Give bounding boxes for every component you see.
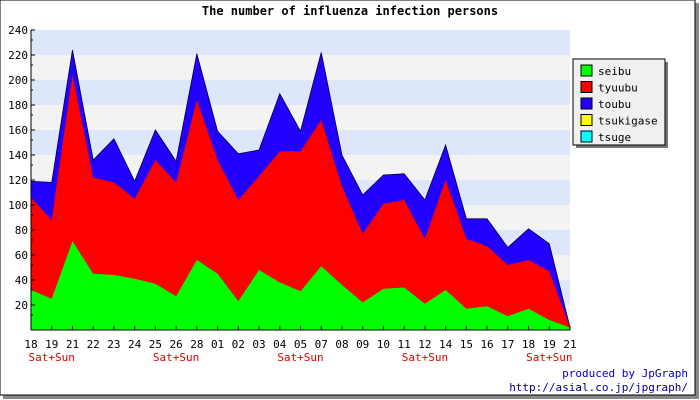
y-tick-label: 140 — [8, 149, 28, 162]
x-tick-label: 10 — [377, 338, 390, 351]
y-axis-ticks: 20 40 60 80 100 120 140 160 180 200 220 240 — [8, 24, 35, 316]
grid-band — [31, 105, 570, 130]
x-tick-label: 15 — [460, 338, 473, 351]
x-tick-label: 19 — [543, 338, 556, 351]
legend-swatch-tsuge — [580, 130, 593, 143]
grid-band — [31, 80, 570, 105]
legend-swatch-tyuubu — [580, 81, 593, 93]
legend-swatch-toubu — [580, 97, 593, 110]
x-tick-label: 16 — [480, 338, 493, 351]
legend-label-toubu: toubu — [598, 98, 631, 111]
x-tick-label: 08 — [335, 338, 348, 351]
x-tick-label: 12 — [418, 338, 431, 351]
weekend-label: Sat+Sun — [29, 351, 75, 364]
y-tick-label: 220 — [8, 49, 28, 62]
legend-label-seibu: seibu — [598, 65, 631, 78]
area-outline — [30, 49, 571, 328]
x-tick-label: 18 — [24, 338, 37, 351]
x-tick-label: 26 — [169, 338, 182, 351]
plot-areas — [30, 49, 571, 330]
x-tick-label: 25 — [149, 338, 162, 351]
y-tick-label: 120 — [8, 174, 28, 187]
area-tyuubu — [31, 75, 570, 330]
x-tick-label: 21 — [66, 338, 79, 351]
legend-label-tyuubu: tyuubu — [598, 82, 638, 95]
legend: seibu tyuubu toubu tsukigase tsuge — [572, 58, 668, 148]
legend-label-tsuge: tsuge — [598, 131, 631, 144]
weekend-label: Sat+Sun — [277, 351, 323, 364]
x-tick-label: 07 — [315, 338, 328, 351]
x-tick-label: 19 — [45, 338, 58, 351]
x-tick-label: 03 — [252, 338, 265, 351]
jpgraph-url-link[interactable]: http://asial.co.jp/jpgraph/ — [509, 381, 688, 394]
grid-band — [31, 30, 570, 55]
y-tick-label: 100 — [8, 199, 28, 212]
x-tick-label: 28 — [190, 338, 203, 351]
y-tick-label: 60 — [15, 249, 28, 262]
weekend-label: Sat+Sun — [402, 351, 448, 364]
legend-label-tsukigase: tsukigase — [598, 115, 658, 128]
x-tick-label: 04 — [273, 338, 287, 351]
x-tick-label: 24 — [128, 338, 142, 351]
x-tick-label: 01 — [211, 338, 224, 351]
weekend-label: Sat+Sun — [526, 351, 572, 364]
y-tick-label: 80 — [15, 224, 28, 237]
legend-swatch-seibu — [580, 64, 593, 77]
x-tick-label: 22 — [87, 338, 100, 351]
y-tick-label: 240 — [8, 24, 28, 37]
chart-title: The number of influenza infection person… — [202, 4, 498, 18]
x-tick-label: 09 — [356, 338, 369, 351]
y-tick-label: 20 — [15, 299, 28, 312]
x-tick-label: 17 — [501, 338, 514, 351]
weekend-label: Sat+Sun — [153, 351, 199, 364]
y-tick-label: 40 — [15, 274, 28, 287]
grid-band — [31, 55, 570, 80]
x-axis-ticks: 18 19 21 22 23 24 25 26 28 01 02 03 04 05 07 08 09 10 11 12… — [24, 326, 577, 364]
x-tick-label: 23 — [107, 338, 120, 351]
x-tick-label: 18 — [522, 338, 535, 351]
y-tick-label: 160 — [8, 124, 28, 137]
x-tick-label: 02 — [232, 338, 245, 351]
x-tick-label: 05 — [294, 338, 307, 351]
y-tick-label: 200 — [8, 74, 28, 87]
x-tick-label: 11 — [398, 338, 411, 351]
x-tick-label: 21 — [563, 338, 576, 351]
x-tick-label: 14 — [439, 338, 453, 351]
y-tick-label: 180 — [8, 99, 28, 112]
area-seibu — [31, 241, 570, 330]
legend-swatch-tsukigase — [580, 114, 593, 126]
produced-by-text: produced by JpGraph — [562, 367, 688, 380]
